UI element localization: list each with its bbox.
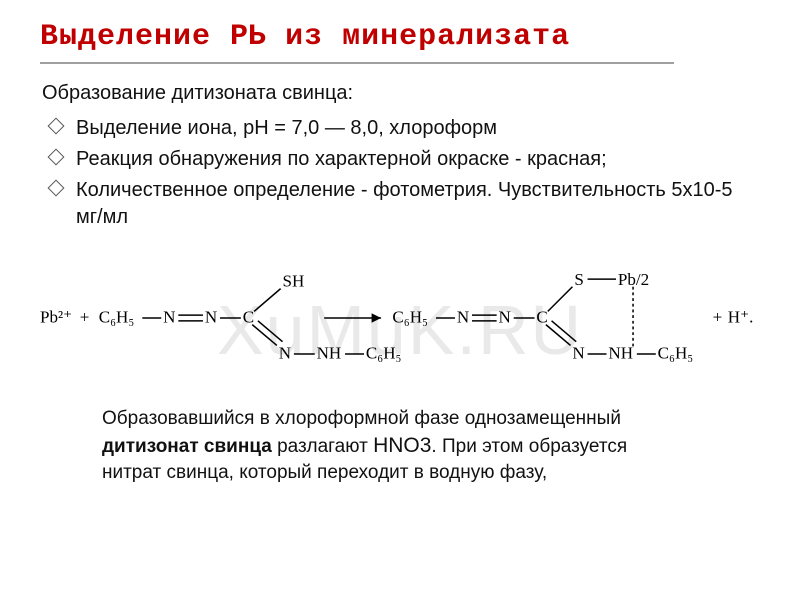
bottom-line-1: Образовавшийся в хлороформной фазе одноз… xyxy=(102,408,621,429)
slide-title: Выделение РЬ из минерализата xyxy=(40,20,760,54)
rx-hplus: H⁺. xyxy=(728,308,754,327)
bottom-mid: разлагают xyxy=(272,436,373,457)
rx-c: C xyxy=(243,308,254,327)
bottom-paragraph: Образовавшийся в хлороформной фазе одноз… xyxy=(102,406,740,486)
rx-n2: N xyxy=(205,308,217,327)
rx-nh2: NH xyxy=(608,344,633,363)
arrow-head xyxy=(372,313,381,322)
title-part-a: Выделение xyxy=(40,20,211,54)
rx-n5: N xyxy=(499,308,511,327)
rx-n3: N xyxy=(279,344,291,363)
list-item: Количественное определение - фотометрия.… xyxy=(50,177,760,231)
bullet-list: Выделение иона, рН = 7,0 — 8,0, хлорофор… xyxy=(50,115,760,231)
title-part-c: из минерализата xyxy=(285,20,570,54)
diamond-icon xyxy=(48,180,65,197)
bullet-text: Количественное определение - фотометрия.… xyxy=(76,179,733,228)
list-item: Реакция обнаружения по характерной окрас… xyxy=(50,146,760,173)
bullet-text: Выделение иона, рН = 7,0 — 8,0, хлорофор… xyxy=(76,117,497,139)
rx-c6h5d: C₆H₅ xyxy=(658,344,694,363)
bottom-bold: дитизонат свинца xyxy=(102,436,272,457)
rx-c6h5c: C₆H₅ xyxy=(392,308,428,327)
bullet-text: Реакция обнаружения по характерной окрас… xyxy=(76,148,607,170)
rx-n: N xyxy=(163,308,175,327)
rx-n6: N xyxy=(572,344,584,363)
diamond-icon xyxy=(48,149,65,166)
rx-plus2: + xyxy=(713,308,723,327)
rx-pbhalf: Pb/2 xyxy=(618,270,649,289)
rx-s: S xyxy=(574,270,583,289)
rx-c2: C xyxy=(536,308,547,327)
bottom-line-2: нитрат свинца, который переходит в водну… xyxy=(102,462,547,483)
title-part-b: РЬ xyxy=(230,20,266,54)
rx-nh: NH xyxy=(317,344,342,363)
reaction-diagram: Pb²⁺ + C₆H₅ N N C SH N NH C₆H₅ xyxy=(40,263,760,378)
rx-plus: + xyxy=(80,308,90,327)
rx-c6h5b: C₆H₅ xyxy=(366,344,402,363)
bottom-hno3: HNO3 xyxy=(373,434,431,457)
rx-c6h5: C₆H₅ xyxy=(99,308,135,327)
list-item: Выделение иона, рН = 7,0 — 8,0, хлорофор… xyxy=(50,115,760,142)
title-underline xyxy=(40,62,674,64)
rx-sh: SH xyxy=(283,272,305,291)
rx-pb2: Pb²⁺ xyxy=(40,308,72,327)
rx-n4: N xyxy=(457,308,469,327)
diamond-icon xyxy=(48,118,65,135)
bottom-after: . При этом образуется xyxy=(431,436,627,457)
intro-text: Образование дитизоната свинца: xyxy=(42,82,760,105)
